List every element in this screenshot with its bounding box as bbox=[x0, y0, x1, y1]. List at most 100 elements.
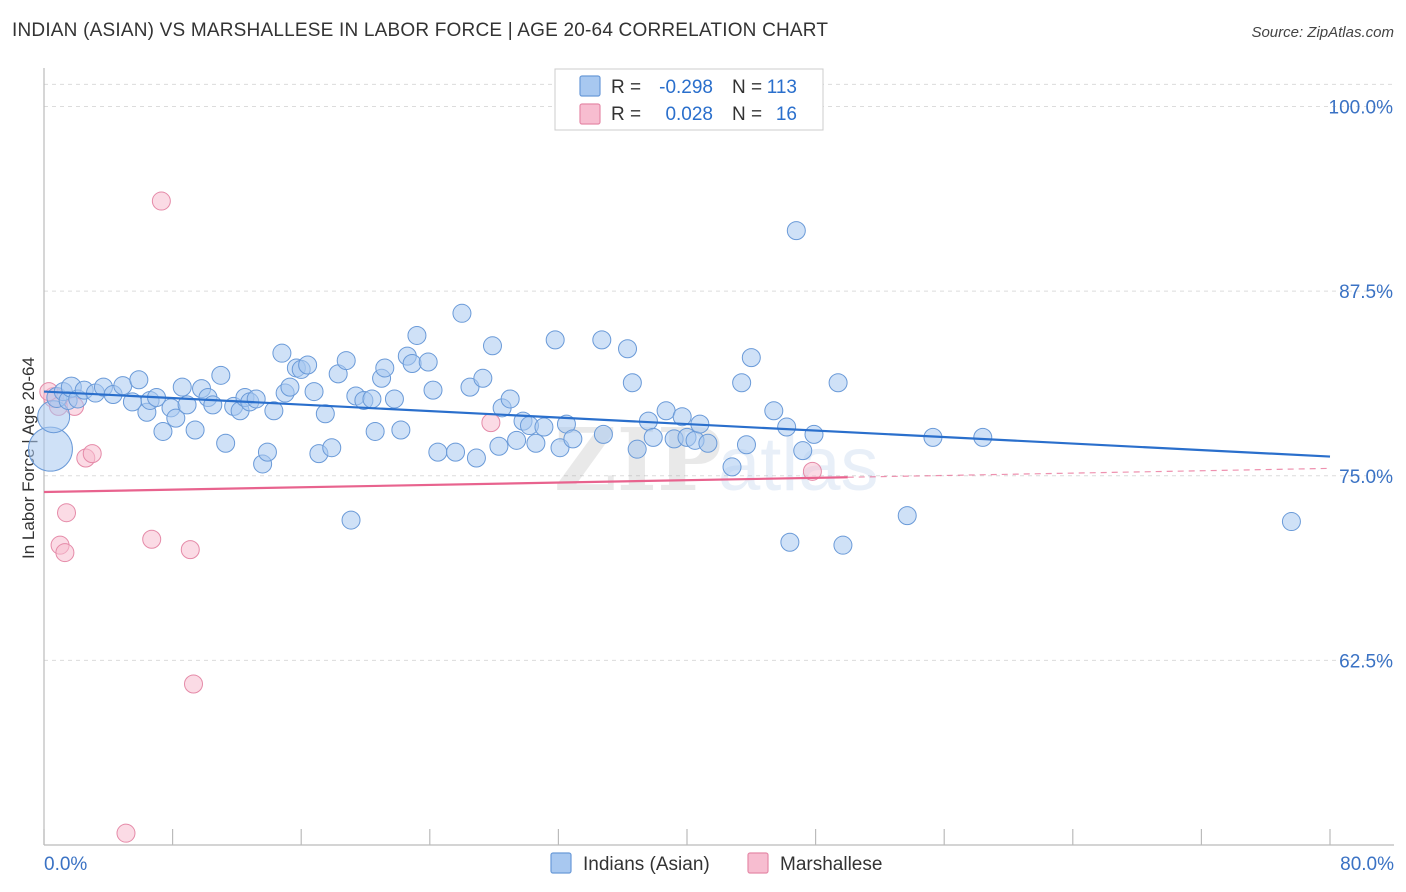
indians-asian-point bbox=[336, 351, 356, 371]
indians-asian-point bbox=[407, 325, 427, 345]
indians-asian-trend-line bbox=[43, 390, 1331, 458]
stats-legend-n-label-blue: N = bbox=[732, 77, 762, 98]
x-tick-label-min: 0.0% bbox=[44, 854, 87, 875]
indians-asian-point bbox=[177, 395, 197, 415]
indians-asian-point bbox=[736, 435, 756, 455]
indians-asian-point bbox=[592, 330, 612, 350]
indians-asian-point bbox=[391, 420, 411, 440]
chart-source: Source: ZipAtlas.com bbox=[1251, 24, 1394, 41]
indians-asian-point bbox=[732, 373, 752, 393]
y-axis-title: In Labor Force | Age 20-64 bbox=[19, 357, 38, 559]
indians-asian-point bbox=[341, 510, 361, 530]
stats-legend-n-label-pink: N = bbox=[732, 104, 762, 125]
stats-legend-swatch-pink bbox=[579, 103, 601, 125]
indians-asian-point bbox=[185, 420, 205, 440]
indians-asian-point bbox=[698, 433, 718, 453]
indians-asian-point bbox=[203, 395, 223, 415]
indians-asian-point bbox=[216, 433, 236, 453]
indians-asian-point bbox=[322, 438, 342, 458]
indians-asian-point bbox=[452, 303, 472, 323]
stats-legend-r-label-pink: R = bbox=[611, 104, 641, 125]
indians-asian-point bbox=[507, 430, 527, 450]
stats-legend-swatch-blue bbox=[579, 75, 601, 97]
indians-asian-point bbox=[563, 429, 583, 449]
indians-asian-point bbox=[764, 401, 784, 421]
stats-legend-r-label-blue: R = bbox=[611, 77, 641, 98]
indians-asian-point bbox=[129, 370, 149, 390]
indians-asian-point bbox=[593, 424, 613, 444]
indians-asian-point bbox=[1281, 512, 1301, 532]
indians-asian-point bbox=[473, 368, 493, 388]
marshallese-point bbox=[183, 674, 203, 694]
marshallese-trend-line bbox=[43, 476, 848, 494]
indians-asian-point bbox=[365, 421, 385, 441]
indians-asian-point bbox=[172, 377, 192, 397]
marshallese-point bbox=[481, 413, 501, 433]
marshallese-point bbox=[82, 444, 102, 464]
indians-asian-point bbox=[622, 373, 642, 393]
marshallese-point bbox=[802, 461, 822, 481]
indians-asian-point bbox=[833, 535, 853, 555]
marshallese-point bbox=[116, 823, 136, 843]
indians-asian-point bbox=[643, 427, 663, 447]
indians-asian-point bbox=[627, 439, 647, 459]
chart-title: INDIAN (ASIAN) VS MARSHALLESE IN LABOR F… bbox=[12, 20, 829, 41]
indians-asian-point bbox=[672, 407, 692, 427]
indians-asian-point bbox=[482, 336, 502, 356]
indians-asian-point bbox=[153, 421, 173, 441]
series-legend: Indians (Asian) Marshallese bbox=[550, 852, 882, 875]
indians-asian-point bbox=[428, 442, 448, 462]
indians-asian-point bbox=[362, 389, 382, 409]
indians-asian-point bbox=[166, 408, 186, 428]
y-tick-label: 100.0% bbox=[1329, 98, 1394, 119]
indians-asian-point bbox=[384, 389, 404, 409]
indians-asian-point bbox=[113, 376, 133, 396]
indians-asian-point bbox=[280, 377, 300, 397]
indians-asian-point bbox=[423, 380, 443, 400]
indians-asian-point bbox=[446, 442, 466, 462]
marshallese-point bbox=[55, 543, 75, 563]
indians-asian-point bbox=[741, 348, 761, 368]
indians-asian-point bbox=[315, 404, 335, 424]
indians-asian-point bbox=[777, 417, 797, 437]
indians-asian-point bbox=[264, 401, 284, 421]
indians-asian-point bbox=[656, 401, 676, 421]
marshallese-trend-line-extension bbox=[847, 467, 1331, 478]
series-legend-label-blue: Indians (Asian) bbox=[583, 854, 710, 875]
marshallese-point bbox=[57, 503, 77, 523]
indians-asian-point bbox=[828, 373, 848, 393]
indians-asian-point bbox=[211, 365, 231, 385]
indians-asian-point bbox=[526, 433, 546, 453]
indians-asian-point bbox=[375, 358, 395, 378]
stats-legend-r-value-blue: -0.298 bbox=[659, 77, 713, 98]
indians-asian-point bbox=[618, 339, 638, 359]
indians-asian-point bbox=[804, 424, 824, 444]
indians-asian-point bbox=[500, 389, 520, 409]
indians-asian-point bbox=[27, 426, 73, 472]
grid bbox=[44, 83, 1394, 661]
indians-asian-point bbox=[780, 532, 800, 552]
indians-asian-point bbox=[298, 355, 318, 375]
stats-legend-n-value-pink: 16 bbox=[776, 104, 797, 125]
x-tick-label-max: 80.0% bbox=[1340, 854, 1394, 875]
series-legend-swatch-pink bbox=[747, 852, 769, 874]
stats-legend: R = -0.298 N = 113 R = 0.028 N = 16 bbox=[554, 68, 824, 131]
stats-legend-n-value-blue: 113 bbox=[767, 77, 797, 98]
indians-asian-point bbox=[545, 330, 565, 350]
indians-asian-point bbox=[418, 352, 438, 372]
marshallese-points bbox=[39, 191, 822, 843]
trend-lines bbox=[43, 390, 1331, 494]
indians-asian-point bbox=[246, 389, 266, 409]
stats-legend-r-value-pink: 0.028 bbox=[665, 104, 713, 125]
indians-asian-point bbox=[534, 417, 554, 437]
watermark-atlas: atlas bbox=[718, 422, 879, 507]
indians-asian-point bbox=[786, 221, 806, 241]
marshallese-point bbox=[180, 540, 200, 560]
indians-asian-point bbox=[722, 457, 742, 477]
y-tick-label: 87.5% bbox=[1339, 282, 1393, 303]
marshallese-point bbox=[151, 191, 171, 211]
series-legend-swatch-blue bbox=[550, 852, 572, 874]
indians-asian-point bbox=[272, 343, 292, 363]
series-legend-label-pink: Marshallese bbox=[780, 854, 882, 875]
